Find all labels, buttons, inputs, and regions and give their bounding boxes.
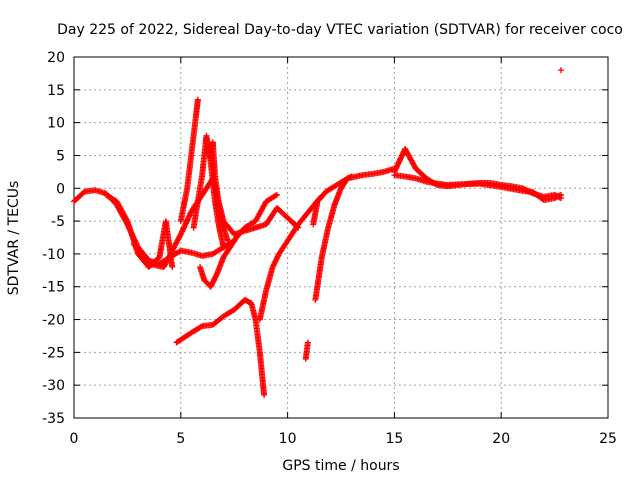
data-points [71, 67, 565, 399]
series-track-f [302, 339, 311, 362]
data-point [272, 192, 279, 199]
grid [74, 57, 608, 418]
data-point [123, 216, 130, 223]
y-tick-label: -10 [42, 247, 65, 263]
data-point [220, 244, 227, 251]
data-point [224, 237, 231, 244]
series-spike-d [205, 139, 231, 244]
y-tick-label: -5 [51, 214, 65, 230]
y-axis-title: SDTVAR / TECUs [6, 181, 22, 296]
y-tick-label: -25 [42, 345, 65, 361]
x-axis-title: GPS time / hours [282, 458, 399, 474]
x-tick-label: 20 [492, 431, 510, 447]
axis-ticks: 0 5 10 15 20 25 -35 -30 -25 -20 -15 -10 -5 0 5 10 15 20 [42, 50, 617, 447]
data-point [261, 392, 268, 399]
y-tick-label: 10 [47, 116, 65, 132]
series-track-h [310, 165, 398, 228]
y-tick-label: 15 [47, 83, 65, 99]
plot-frame [73, 56, 609, 419]
data-point [304, 339, 311, 346]
series-spike-c [197, 191, 280, 290]
series-spike-b [190, 132, 227, 251]
y-tick-label: 0 [56, 181, 65, 197]
series-track-e [256, 195, 323, 323]
y-tick-label: 20 [47, 50, 65, 66]
data-point [194, 96, 201, 103]
y-tick-label: -35 [42, 411, 65, 427]
series-track-d [173, 296, 268, 399]
y-tick-label: 5 [56, 148, 65, 164]
data-point [177, 232, 184, 239]
series-track-a [71, 187, 238, 267]
data-point [169, 264, 176, 271]
data-point [273, 191, 280, 198]
data-point [556, 192, 563, 199]
x-tick-label: 25 [599, 431, 617, 447]
series-outlier [558, 67, 565, 74]
data-point [558, 191, 565, 198]
series-track-j [391, 172, 565, 204]
chart-title: Day 225 of 2022, Sidereal Day-to-day VTE… [57, 22, 623, 38]
x-tick-label: 0 [70, 431, 79, 447]
data-point [197, 323, 204, 330]
x-tick-label: 15 [385, 431, 403, 447]
series-track-g [312, 173, 355, 303]
y-tick-label: -15 [42, 280, 65, 296]
y-tick-label: -20 [42, 313, 65, 329]
x-tick-label: 10 [279, 431, 297, 447]
data-point [558, 67, 565, 74]
data-point [343, 176, 350, 183]
series-spike-a [177, 96, 201, 225]
y-tick-label: -30 [42, 378, 65, 394]
x-tick-label: 5 [176, 431, 185, 447]
